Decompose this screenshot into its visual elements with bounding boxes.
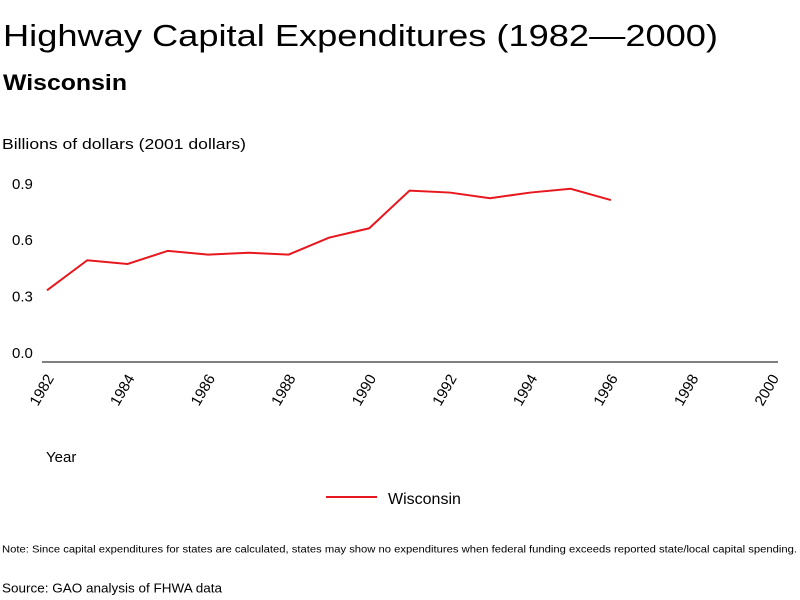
- y-tick-label: 0.3: [12, 289, 33, 306]
- x-tick-label: 2000: [751, 371, 782, 408]
- y-tick-label: 0.9: [12, 176, 33, 193]
- x-tick-label: 1990: [349, 371, 380, 408]
- data-line: [46, 187, 612, 292]
- x-tick-label: 1996: [590, 371, 621, 408]
- x-tick-label: 1982: [26, 371, 57, 408]
- legend-label: Wisconsin: [388, 491, 461, 508]
- x-axis-label: Year: [46, 449, 76, 466]
- x-tick-label: 1992: [429, 371, 460, 408]
- x-tick-label: 1984: [107, 371, 138, 408]
- note: Note: Since capital expenditures for sta…: [2, 545, 797, 556]
- x-tick-label: 1998: [671, 371, 702, 408]
- chart-subtitle: Wisconsin: [3, 70, 127, 95]
- y-axis-label: Billions of dollars (2001 dollars): [2, 136, 246, 153]
- source: Source: GAO analysis of FHWA data: [2, 580, 223, 595]
- y-tick-label: 0.6: [12, 232, 33, 249]
- chart-title: Highway Capital Expenditures (1982—2000): [3, 18, 718, 53]
- x-tick-label: 1988: [268, 371, 299, 408]
- y-tick-label: 0.0: [12, 345, 33, 362]
- x-tick-label: 1994: [510, 371, 541, 408]
- x-tick-label: 1986: [188, 371, 219, 408]
